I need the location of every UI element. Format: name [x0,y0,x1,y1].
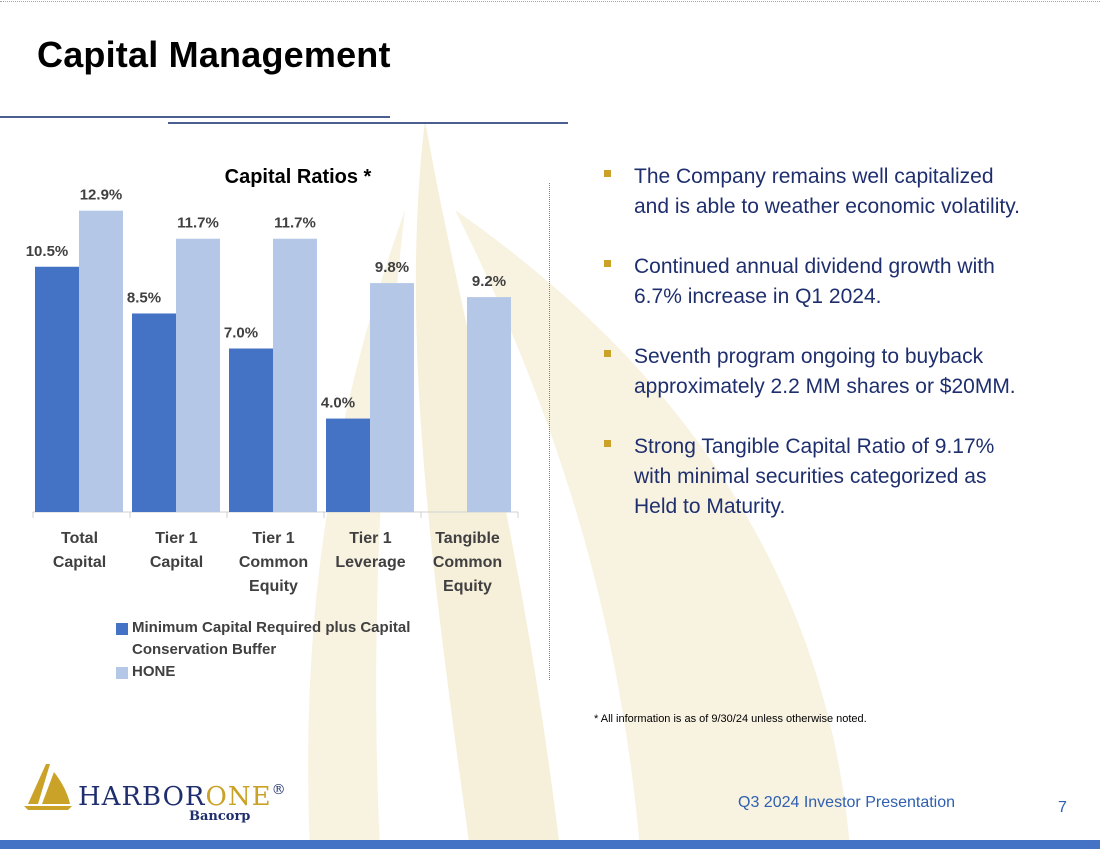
page-title: Capital Management [37,34,391,75]
footer-bar [0,840,1100,849]
data-label: 8.5% [127,289,161,306]
legend-item-hone: HONE [116,661,496,683]
x-tick-label: Capital [150,554,203,571]
title-underline-1 [0,116,390,118]
bar-minimum [229,348,273,512]
bar-hone [79,210,123,512]
bar-minimum [132,313,176,512]
data-label: 10.5% [26,243,69,260]
bullet-item: Seventh program ongoing to buyback appro… [604,342,1024,402]
logo-wordmark: HARBORONE® [78,782,287,812]
bullet-square-icon [604,440,611,447]
footer-label: Q3 2024 Investor Presentation [738,794,956,811]
bullet-square-icon [604,170,611,177]
x-tick-label: Tier 1 [349,530,392,547]
bullet-item: The Company remains well capitalized and… [604,162,1024,222]
footnote: * All information is as of 9/30/24 unles… [594,713,867,725]
data-label: 11.7% [177,215,219,232]
x-tick-label: Tangible [435,530,500,547]
legend-swatch-minimum [116,623,128,635]
bar-hone [370,283,414,512]
bar-hone [273,238,317,512]
x-tick-label: Tier 1 [155,530,198,547]
x-tick-label: Common [433,554,502,571]
bullet-text: Continued annual dividend growth with 6.… [634,255,995,308]
bullet-text: The Company remains well capitalized and… [634,165,1020,218]
harborone-sail-logo-icon [24,764,72,810]
bullet-item: Strong Tangible Capital Ratio of 9.17% w… [604,432,1024,522]
legend-label-minimum: Minimum Capital Required plus Capital Co… [132,619,411,658]
legend-label-hone: HONE [132,663,176,680]
bar-minimum [35,266,79,512]
x-tick-label: Capital [53,554,106,571]
key-points-list: The Company remains well capitalized and… [604,162,1024,552]
bar-minimum [326,418,370,512]
x-tick-label: Total [61,530,98,547]
bar-hone [467,297,511,512]
top-dotted-border [0,1,1100,2]
data-label: 9.2% [472,273,506,290]
page-number: 7 [1058,799,1067,816]
logo-subtitle: Bancorp [189,809,251,824]
data-label: 4.0% [321,395,355,412]
capital-ratios-chart: Capital Ratios * 10.5% 12.9% Total Capital 8.… [26,166,519,595]
bar-hone [176,238,220,512]
bullet-text: Strong Tangible Capital Ratio of 9.17% w… [634,435,995,518]
column-divider [549,183,550,680]
x-tick-label: Tier 1 [252,530,295,547]
legend-swatch-hone [116,667,128,679]
bullet-item: Continued annual dividend growth with 6.… [604,252,1024,312]
data-label: 12.9% [80,187,123,204]
data-label: 9.8% [375,259,409,276]
bullet-text: Seventh program ongoing to buyback appro… [634,345,1016,398]
x-tick-label: Leverage [335,554,405,571]
legend-item-minimum: Minimum Capital Required plus Capital Co… [116,617,496,661]
x-tick-label: Common [239,554,308,571]
data-label: 7.0% [224,325,258,342]
logo-registered: ® [271,782,287,798]
bullet-square-icon [604,350,611,357]
data-label: 11.7% [274,215,316,232]
bullet-square-icon [604,260,611,267]
logo-name-harbor: HARBOR [78,782,206,812]
chart-legend: Minimum Capital Required plus Capital Co… [116,617,496,683]
x-tick-label: Equity [443,578,492,595]
x-tick-label: Equity [249,578,298,595]
chart-title: Capital Ratios * [225,166,372,188]
title-underline-2 [168,122,568,124]
logo-name-one: ONE [205,782,272,812]
